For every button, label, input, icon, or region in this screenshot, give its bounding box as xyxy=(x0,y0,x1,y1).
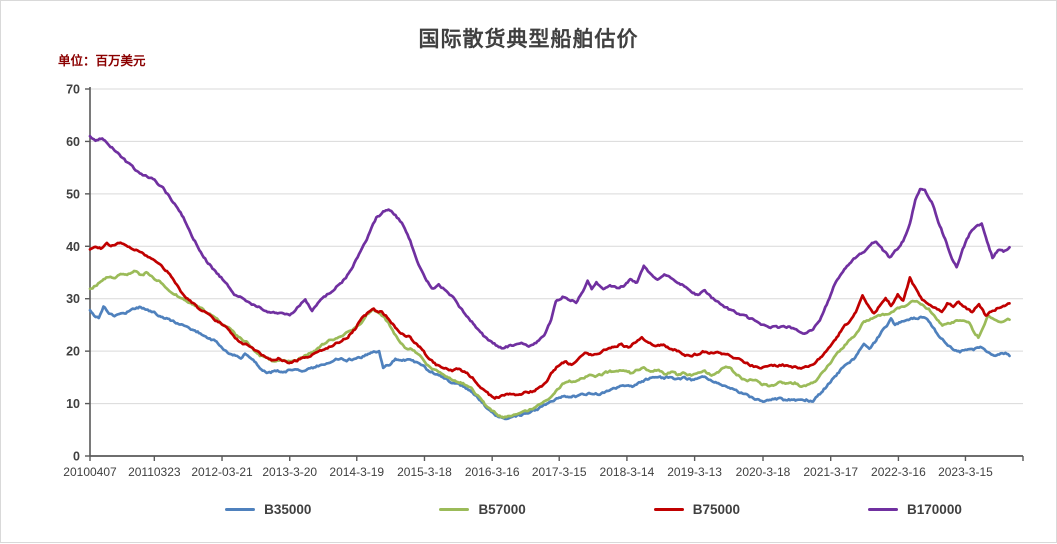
y-tick-label: 50 xyxy=(66,187,80,201)
x-tick-label: 20100407 xyxy=(63,465,117,479)
series-line-b75000 xyxy=(88,241,1011,400)
legend-label: B75000 xyxy=(692,502,741,517)
x-tick-label: 2013-3-20 xyxy=(262,465,317,479)
y-tick-label: 10 xyxy=(66,397,80,411)
legend-label: B35000 xyxy=(264,502,312,517)
legend-item-b170000: B170000 xyxy=(868,502,962,517)
x-tick-label: 2017-3-15 xyxy=(532,465,587,479)
legend-swatch-icon xyxy=(868,507,899,512)
x-tick-label: 2022-3-16 xyxy=(871,465,926,479)
legend-item-b75000: B75000 xyxy=(653,502,741,517)
unit-label: 单位：百万美元 xyxy=(58,54,146,68)
legend-label: B57000 xyxy=(478,502,526,517)
chart-title: 国际散货典型船舶估价 xyxy=(418,28,639,51)
y-tick-label: 20 xyxy=(66,345,80,359)
legend-swatch-icon xyxy=(225,507,256,512)
series-line-b170000 xyxy=(88,134,1011,350)
y-tick-label: 30 xyxy=(66,292,80,306)
legend-swatch-icon xyxy=(439,507,470,512)
y-tick-label: 40 xyxy=(66,240,80,254)
legend-item-b35000: B35000 xyxy=(225,502,311,517)
y-tick-label: 70 xyxy=(66,83,80,97)
x-tick-label: 2021-3-17 xyxy=(803,465,858,479)
legend-item-b57000: B57000 xyxy=(439,502,526,517)
x-tick-label: 2020-3-18 xyxy=(736,465,791,479)
legend-swatch-icon xyxy=(653,507,684,512)
x-tick-label: 20110323 xyxy=(128,465,181,479)
x-tick-label: 2012-03-21 xyxy=(191,465,253,479)
series-line-b35000 xyxy=(88,305,1011,421)
series-line-b57000 xyxy=(88,269,1011,420)
x-tick-label: 2019-3-13 xyxy=(667,465,722,479)
x-tick-label: 2015-3-18 xyxy=(397,465,452,479)
x-tick-label: 2023-3-15 xyxy=(938,465,993,479)
legend: B35000 B57000 B75000 B170000 xyxy=(131,502,1056,517)
x-tick-label: 2016-3-16 xyxy=(465,465,520,479)
y-tick-label: 60 xyxy=(66,135,80,149)
x-tick-label: 2014-3-19 xyxy=(329,465,384,479)
x-tick-label: 2018-3-14 xyxy=(600,465,655,479)
legend-label: B170000 xyxy=(907,502,962,517)
y-tick-label: 0 xyxy=(73,450,80,464)
